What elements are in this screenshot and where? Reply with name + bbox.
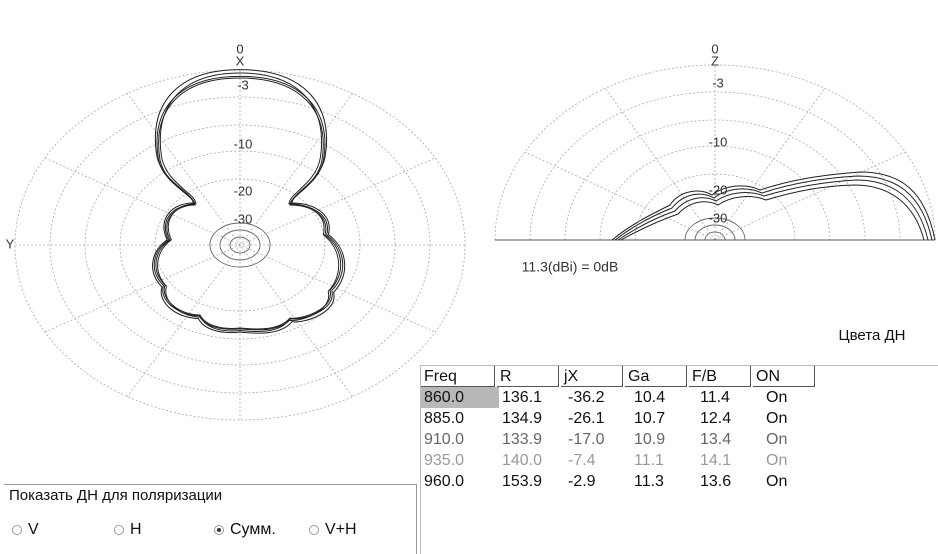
right-polar-grid bbox=[494, 64, 936, 241]
table-cell: 12.4 bbox=[700, 410, 732, 427]
radio-label: V+H bbox=[325, 521, 357, 538]
table-cell: -36.2 bbox=[568, 389, 605, 406]
radio-button bbox=[114, 525, 124, 535]
table-row[interactable]: 860.0 136.1 -36.2 10.4 11.4 On bbox=[421, 387, 938, 408]
right-z-label: Z bbox=[711, 53, 719, 68]
left-ring-label: -10 bbox=[234, 136, 253, 151]
table-cell: 10.4 bbox=[634, 389, 666, 406]
table-cell: 13.4 bbox=[700, 431, 732, 448]
table-row[interactable]: 935.0 140.0 -7.4 11.1 14.1 On bbox=[421, 450, 938, 471]
column-header[interactable]: ON bbox=[753, 366, 815, 387]
group-title: Показать ДН для поляризации bbox=[9, 487, 223, 504]
radio-option[interactable]: V+H bbox=[309, 521, 357, 539]
table-cell: -7.4 bbox=[568, 452, 596, 469]
radio-option[interactable]: Сумм. bbox=[214, 521, 276, 539]
table-cell: -2.9 bbox=[568, 473, 596, 490]
table-cell: 14.1 bbox=[700, 452, 732, 469]
table-cell: On bbox=[766, 452, 788, 469]
table-cell: 134.9 bbox=[502, 410, 543, 427]
table-cell: 133.9 bbox=[502, 431, 543, 448]
left-polar-grid bbox=[14, 69, 466, 421]
polarization-group: Показать ДН для поляризации V H Сумм. V+H bbox=[4, 484, 417, 554]
table-cell: 10.7 bbox=[634, 410, 666, 427]
radio-button bbox=[214, 525, 224, 535]
right-top-label: 0 bbox=[711, 41, 718, 56]
left-x-label: X bbox=[236, 53, 245, 68]
gain-note: 11.3(dBi) = 0dB bbox=[522, 259, 619, 275]
table-cell: On bbox=[766, 431, 788, 448]
table-cell: 885.0 bbox=[424, 410, 465, 427]
colors-button[interactable]: Цвета ДН bbox=[812, 318, 932, 352]
table-cell: 11.1 bbox=[634, 452, 664, 469]
column-header[interactable]: jX bbox=[561, 366, 623, 387]
table-cell: 11.3 bbox=[634, 473, 664, 490]
left-ring-label: -20 bbox=[234, 183, 253, 198]
left-ring-label: -30 bbox=[234, 211, 253, 226]
right-ring-label: -30 bbox=[709, 210, 728, 225]
radio-label: Сумм. bbox=[230, 521, 276, 538]
radio-option[interactable]: H bbox=[114, 521, 142, 539]
table-row[interactable]: 885.0 134.9 -26.1 10.7 12.4 On bbox=[421, 408, 938, 429]
table-cell: 860.0 bbox=[421, 387, 499, 408]
table-cell: 960.0 bbox=[424, 473, 465, 490]
table-cell: 13.6 bbox=[700, 473, 732, 490]
radio-button bbox=[309, 525, 319, 535]
radio-label: V bbox=[28, 521, 39, 538]
column-header[interactable]: R bbox=[497, 366, 559, 387]
radio-label: H bbox=[130, 521, 142, 538]
table-cell: -26.1 bbox=[568, 410, 605, 427]
left-y-label: Y bbox=[6, 236, 15, 251]
left-ring-label: -3 bbox=[237, 77, 249, 92]
table-row[interactable]: 910.0 133.9 -17.0 10.9 13.4 On bbox=[421, 429, 938, 450]
right-ring-label: -20 bbox=[709, 182, 728, 197]
right-ring-label: -3 bbox=[712, 75, 724, 90]
table-row[interactable]: 960.0 153.9 -2.9 11.3 13.6 On bbox=[421, 471, 938, 492]
column-header[interactable]: F/B bbox=[689, 366, 751, 387]
table-cell: 10.9 bbox=[634, 431, 666, 448]
table-cell: On bbox=[766, 410, 788, 427]
right-pattern bbox=[611, 171, 936, 241]
table-cell: 935.0 bbox=[424, 452, 465, 469]
column-header[interactable]: Freq bbox=[421, 366, 495, 387]
table-cell: 140.0 bbox=[502, 452, 543, 469]
column-header[interactable]: Ga bbox=[625, 366, 687, 387]
right-ring-label: -10 bbox=[709, 134, 728, 149]
left-pattern bbox=[152, 69, 346, 334]
table-cell: On bbox=[766, 473, 788, 490]
table-cell: 136.1 bbox=[502, 389, 543, 406]
left-top-label: 0 bbox=[236, 41, 243, 56]
table-cell: -17.0 bbox=[568, 431, 605, 448]
table-cell: 153.9 bbox=[502, 473, 543, 490]
radio-option[interactable]: V bbox=[12, 521, 39, 539]
radio-button bbox=[12, 525, 22, 535]
table-cell: 11.4 bbox=[700, 389, 730, 406]
table-cell: On bbox=[766, 389, 788, 406]
table-cell: 910.0 bbox=[424, 431, 465, 448]
